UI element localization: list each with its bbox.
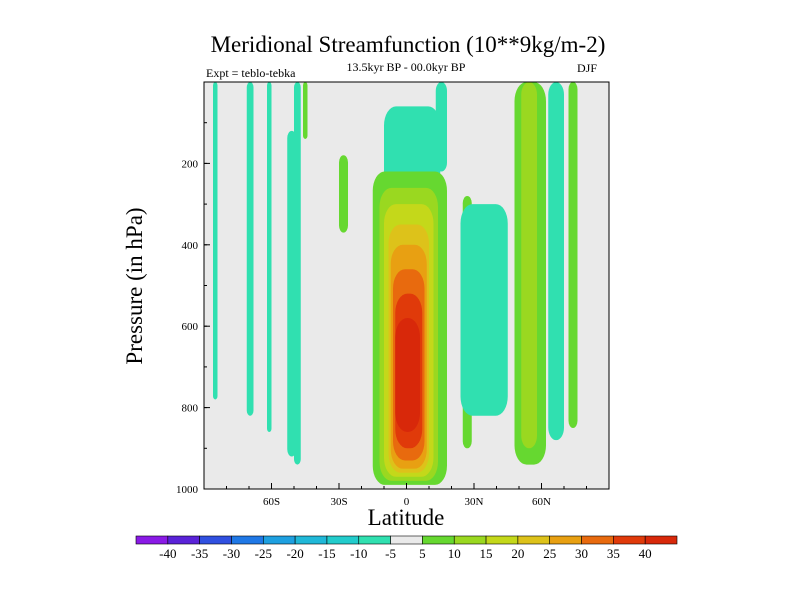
colorbar-swatch bbox=[294, 535, 328, 545]
contour-region-23 bbox=[568, 82, 578, 428]
colorbar-label: 15 bbox=[480, 546, 493, 561]
contour-region-5 bbox=[303, 82, 308, 139]
contour-region-1 bbox=[246, 82, 254, 416]
colorbar-label: -5 bbox=[385, 546, 396, 561]
colorbar-label: 30 bbox=[575, 546, 588, 561]
colorbar-swatch bbox=[199, 535, 232, 545]
y-tick-label: 200 bbox=[182, 158, 199, 170]
contour-region-4 bbox=[294, 82, 301, 465]
colorbar-swatch bbox=[644, 535, 678, 545]
y-axis-label: Pressure (in hPa) bbox=[122, 207, 147, 364]
colorbar-swatch bbox=[581, 535, 614, 545]
contour-region-0 bbox=[213, 82, 218, 400]
plot-area: 60S 30S 0 30N 60N 200 400 600 800 1000 bbox=[176, 81, 610, 508]
colorbar-label: 10 bbox=[448, 546, 461, 561]
colorbar-label: -10 bbox=[350, 546, 367, 561]
colorbar-label: -30 bbox=[223, 546, 240, 561]
colorbar-label: -25 bbox=[255, 546, 272, 561]
colorbar-label: -20 bbox=[286, 546, 303, 561]
colorbar-swatch bbox=[358, 535, 391, 545]
colorbar-swatch bbox=[422, 535, 455, 545]
experiment-label: Expt = teblo-tebka bbox=[206, 66, 296, 80]
colorbar: -40 -35 -30 -25 -20 -15 -10 -5 5 10 15 20 25 30 35 40 bbox=[135, 535, 678, 561]
y-tick-label: 1000 bbox=[176, 484, 199, 496]
colorbar-label: 5 bbox=[419, 546, 426, 561]
x-tick-label: 60S bbox=[263, 496, 280, 508]
colorbar-swatch bbox=[485, 535, 519, 545]
x-tick-label: 60N bbox=[532, 496, 551, 508]
colorbar-label: 25 bbox=[543, 546, 556, 561]
colorbar-swatch bbox=[167, 535, 200, 545]
x-tick-label: 30N bbox=[465, 496, 484, 508]
contour-region-21 bbox=[521, 82, 537, 449]
colorbar-label: 35 bbox=[607, 546, 620, 561]
contour-region-9 bbox=[435, 82, 447, 172]
contour-region-17 bbox=[395, 318, 420, 433]
contour-region-22 bbox=[548, 82, 564, 441]
season-label: DJF bbox=[577, 61, 597, 75]
colorbar-swatch bbox=[549, 535, 582, 545]
x-tick-label: 0 bbox=[404, 496, 410, 508]
chart-subtitle: 13.5kyr BP - 00.0kyr BP bbox=[347, 60, 466, 74]
contour-region-2 bbox=[267, 82, 272, 433]
colorbar-swatch bbox=[453, 535, 487, 545]
colorbar-swatch bbox=[135, 535, 169, 545]
colorbar-swatch bbox=[390, 535, 423, 545]
colorbar-label: -15 bbox=[318, 546, 335, 561]
y-tick-label: 400 bbox=[182, 240, 199, 252]
contour-region-8 bbox=[393, 130, 434, 184]
colorbar-swatch bbox=[326, 535, 360, 545]
colorbar-swatch bbox=[613, 535, 646, 545]
colorbar-label: -40 bbox=[159, 546, 176, 561]
colorbar-swatch bbox=[262, 535, 296, 545]
contour-region-19 bbox=[460, 204, 508, 416]
colorbar-swatch bbox=[517, 535, 551, 545]
colorbar-swatch bbox=[231, 535, 264, 545]
y-tick-label: 600 bbox=[182, 321, 199, 333]
colorbar-label: 40 bbox=[639, 546, 652, 561]
colorbar-label: -35 bbox=[191, 546, 208, 561]
x-tick-label: 30S bbox=[330, 496, 347, 508]
colorbar-label: 20 bbox=[511, 546, 524, 561]
chart-title: Meridional Streamfunction (10**9kg/m-2) bbox=[211, 32, 606, 57]
y-tick-label: 800 bbox=[182, 403, 199, 415]
contour-region-6 bbox=[339, 155, 348, 233]
x-axis-label: Latitude bbox=[368, 505, 445, 530]
